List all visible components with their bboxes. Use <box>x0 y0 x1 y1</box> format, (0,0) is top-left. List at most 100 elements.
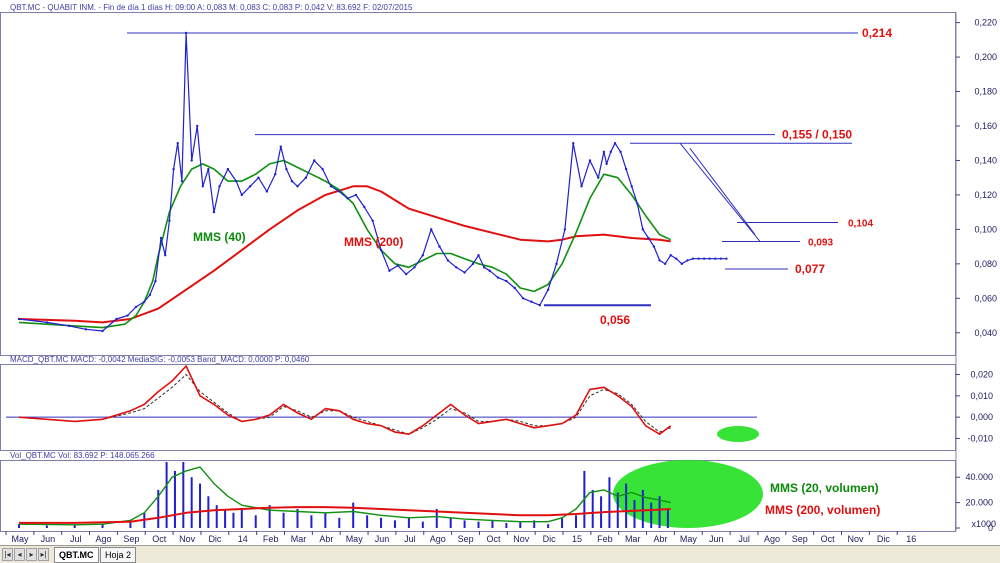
volume-bar <box>575 515 577 528</box>
price-point <box>714 257 717 260</box>
price-point <box>421 254 425 257</box>
price-tick-label: 0,200 <box>974 52 997 62</box>
trendline <box>679 142 761 242</box>
chart-svg[interactable]: 0,220 0,200 0,180 0,160 0,140 0,120 0,100 0,080… <box>0 0 1000 545</box>
price-point <box>658 259 661 262</box>
level-label: 0,155 / 0,150 <box>782 128 852 142</box>
price-point <box>669 254 672 257</box>
price-point <box>274 173 277 176</box>
price-point <box>201 185 205 188</box>
volume-bar <box>393 520 396 528</box>
volume-bar <box>533 520 536 528</box>
tab-prev-arrow-icon[interactable]: ◂ <box>14 548 25 561</box>
price-point <box>184 31 188 35</box>
price-point <box>159 236 163 240</box>
volume-bar <box>505 522 508 528</box>
month-label: Oct <box>486 534 501 544</box>
price-point <box>235 179 238 183</box>
level-label: 0,056 <box>600 313 630 327</box>
price-tick-label: 0,180 <box>974 87 997 97</box>
price-point <box>719 257 723 260</box>
volume-bar <box>101 524 104 528</box>
volume-bar <box>547 524 550 528</box>
month-label: Jun <box>709 534 724 544</box>
price-point <box>143 300 146 303</box>
volume-bar <box>616 492 619 528</box>
tab-first-arrow-icon[interactable]: |◂ <box>2 548 13 561</box>
price-point <box>196 124 199 128</box>
price-point <box>521 297 525 300</box>
month-label: Abr <box>319 534 333 544</box>
macd-highlight <box>717 426 759 442</box>
volume-bar <box>232 512 235 528</box>
month-label: Jul <box>70 534 82 544</box>
price-point <box>538 304 541 307</box>
price-point <box>619 150 622 154</box>
price-point <box>477 254 480 257</box>
price-point <box>563 228 567 231</box>
price-point <box>455 266 458 269</box>
volume-bar <box>268 505 271 528</box>
volume-bar <box>45 525 48 528</box>
tab-qbt[interactable]: QBT.MC <box>54 547 99 563</box>
price-point <box>379 248 383 252</box>
price-point <box>371 219 374 222</box>
volume-bar <box>352 502 355 528</box>
price-point <box>45 321 49 324</box>
volume-bar <box>254 515 257 528</box>
price-point <box>218 185 221 188</box>
price-point <box>652 245 656 248</box>
level-label: 0,214 <box>862 26 892 40</box>
volume-tick-label: 20.000 <box>965 498 993 508</box>
price-line <box>18 32 727 332</box>
volume-bar <box>215 505 218 528</box>
sheet-tabs-bar: |◂ ◂ ▸ ▸| QBT.MC Hoja 2 <box>0 545 1000 563</box>
volume-bar <box>296 508 299 528</box>
price-point <box>84 328 88 331</box>
price-point <box>248 185 252 188</box>
tab-last-arrow-icon[interactable]: ▸| <box>38 548 49 561</box>
month-label: Ago <box>430 534 446 544</box>
month-label: Feb <box>263 534 279 544</box>
tab-hoja-2[interactable]: Hoja 2 <box>100 547 137 563</box>
price-point <box>329 185 333 188</box>
month-label: May <box>680 534 698 544</box>
price-point <box>290 179 294 183</box>
mms40-label: MMS (40) <box>193 230 246 244</box>
price-point <box>636 202 639 205</box>
price-point <box>630 185 633 188</box>
price-tick-label: 0,060 <box>974 293 997 303</box>
price-point <box>580 185 583 188</box>
price-point <box>388 269 391 272</box>
month-label: Jul <box>738 534 750 544</box>
month-label: Nov <box>179 534 196 544</box>
price-point <box>663 262 667 266</box>
volume-bar <box>477 521 480 528</box>
price-point <box>168 219 171 222</box>
volume-bar <box>338 517 341 528</box>
price-point <box>296 185 299 188</box>
volume-mms200-label: MMS (200, volumen) <box>765 503 880 517</box>
price-point <box>463 271 466 274</box>
volume-bar <box>641 489 644 528</box>
price-tick-label: 0,100 <box>974 224 997 234</box>
price-point <box>17 317 21 321</box>
mms200-line <box>18 185 671 324</box>
price-point <box>176 142 179 145</box>
price-point <box>609 150 613 154</box>
volume-bar <box>310 515 313 528</box>
volume-tick-label: 40.000 <box>965 472 993 482</box>
volume-bar <box>73 524 76 528</box>
volume-bar <box>207 496 210 528</box>
volume-bar <box>463 520 466 528</box>
price-tick-label: 0,160 <box>974 121 997 131</box>
volume-bar <box>650 502 653 528</box>
volume-mms200-line <box>19 506 671 524</box>
volume-bar <box>633 500 636 528</box>
price-point <box>530 300 533 303</box>
panel-frame <box>0 12 956 356</box>
price-point <box>212 210 216 214</box>
tab-next-arrow-icon[interactable]: ▸ <box>26 548 37 561</box>
month-label: Sep <box>458 534 474 544</box>
volume-bar <box>224 508 227 528</box>
